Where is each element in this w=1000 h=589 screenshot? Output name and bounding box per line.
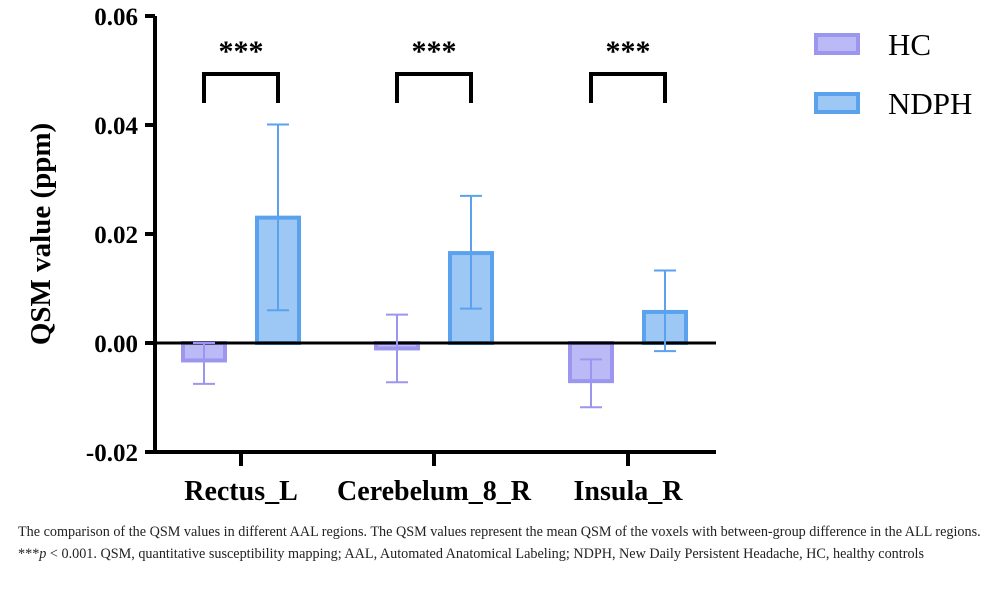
- y-axis-label: QSM value (ppm): [25, 123, 57, 345]
- y-tick-label: 0.00: [94, 331, 138, 358]
- category-label: Insula_R: [574, 476, 684, 507]
- legend-swatch-ndph: [814, 92, 860, 114]
- caption-text-after: < 0.001. QSM, quantitative susceptibilit…: [46, 546, 925, 562]
- chart-container: -0.02 0.00 0.02 0.04 0.06 QSM value (ppm) Rect…: [25, 4, 972, 507]
- significance-label: ***: [219, 35, 264, 68]
- y-tick-label: 0.06: [94, 4, 138, 31]
- y-tick-label: 0.02: [94, 222, 138, 249]
- caption-p-symbol: p: [39, 546, 47, 562]
- y-tick-label: -0.02: [86, 440, 138, 467]
- legend-swatch-hc: [814, 33, 860, 55]
- category-label: Cerebelum_8_R: [337, 476, 532, 507]
- significance-label: ***: [606, 35, 651, 68]
- bar-chart: -0.02 0.00 0.02 0.04 0.06 QSM value (ppm) Rect…: [25, 4, 972, 507]
- figure-caption: The comparison of the QSM values in diff…: [18, 521, 986, 565]
- category-label: Rectus_L: [184, 476, 298, 507]
- legend-label-hc: HC: [888, 27, 931, 62]
- caption-text-before: The comparison of the QSM values in diff…: [18, 524, 981, 562]
- significance-bracket: [202, 72, 280, 103]
- significance-bracket: [589, 72, 667, 103]
- y-tick-label: 0.04: [94, 113, 138, 140]
- significance-bracket: [395, 72, 473, 103]
- legend-label-ndph: NDPH: [888, 86, 972, 121]
- significance-label: ***: [412, 35, 457, 68]
